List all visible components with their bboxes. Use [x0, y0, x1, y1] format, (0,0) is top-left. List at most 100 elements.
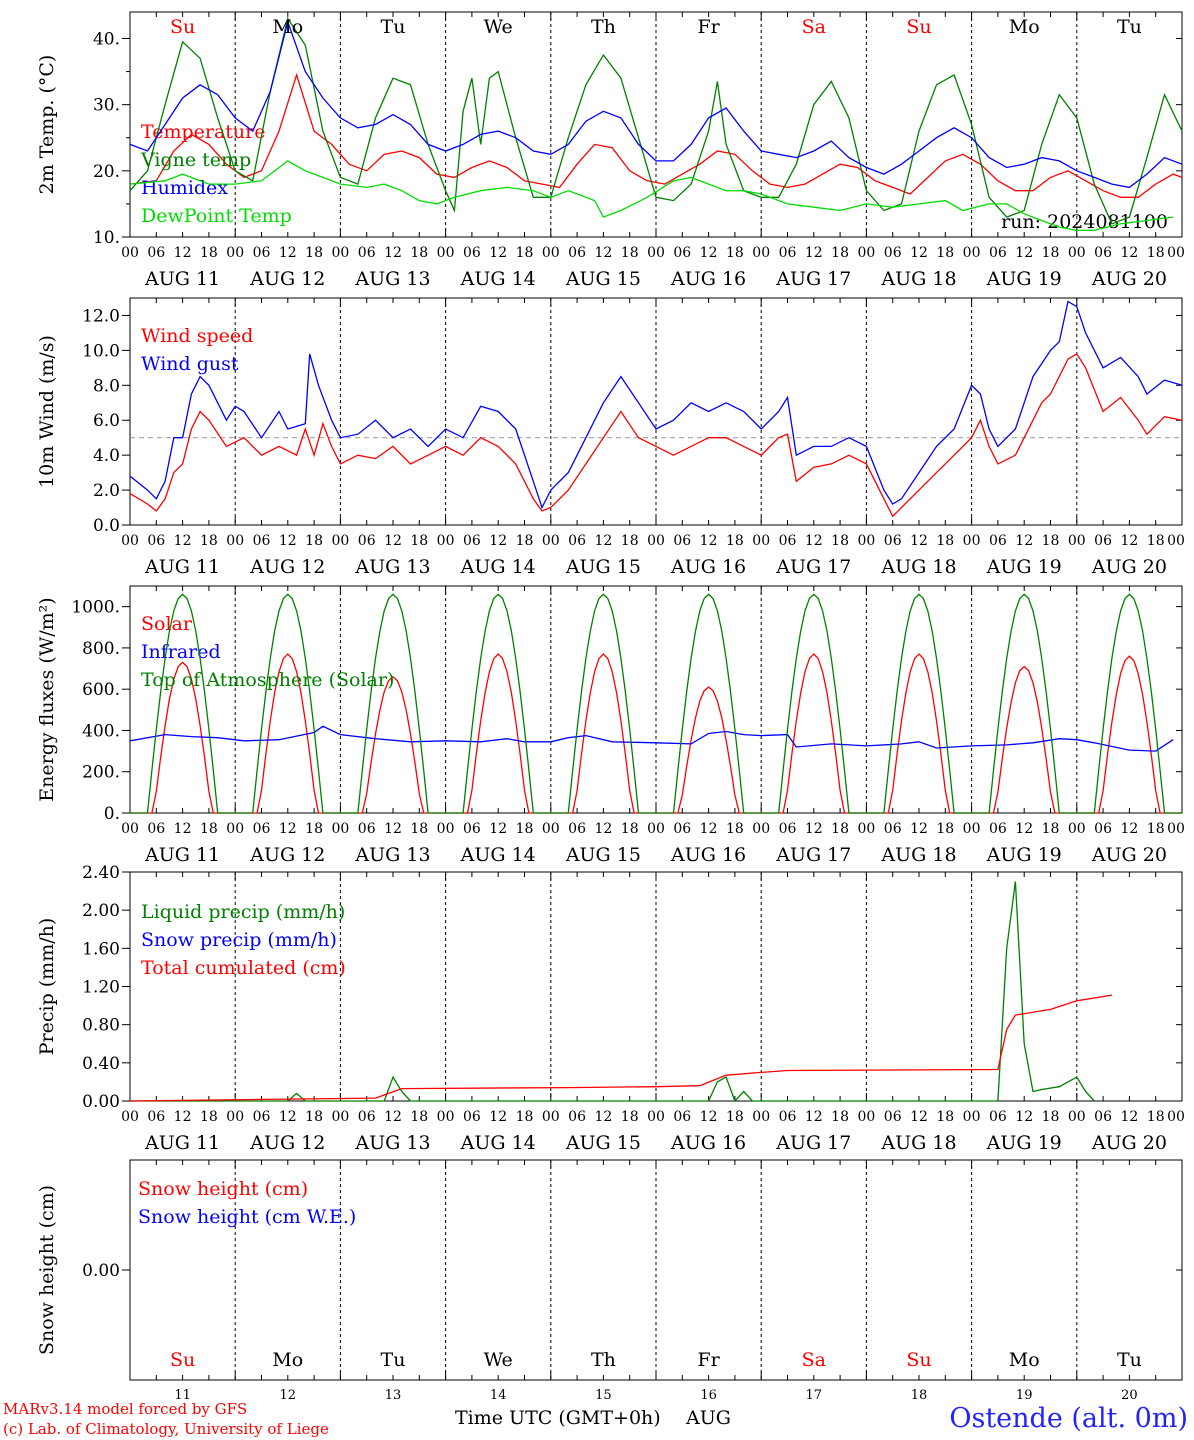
y-tick-label: 1000.	[71, 598, 120, 618]
hour-tick-label: 00	[647, 245, 665, 261]
credit-line-1: MARv3.14 model forced by GFS	[3, 1400, 247, 1418]
y-tick-label: 0.00	[82, 1261, 120, 1281]
panel-3: 0. 200. 400. 600. 800. 1000. Energy fluxes (W/…	[36, 585, 1185, 866]
date-label: AUG 19	[986, 844, 1062, 866]
hour-tick-label: 00	[1167, 533, 1185, 549]
y-tick-label: 6.0	[93, 411, 120, 431]
hour-tick-label: 00	[1068, 821, 1086, 837]
hour-tick-label: 06	[1094, 245, 1112, 261]
hour-tick-label: 12	[805, 245, 823, 261]
hour-tick-label: 12	[1015, 533, 1033, 549]
date-label: AUG 11	[144, 1132, 220, 1154]
series-line-top-of-atmosphere-solar-	[130, 593, 1182, 814]
date-label: AUG 19	[986, 1132, 1062, 1154]
hour-tick-label: 00	[857, 245, 875, 261]
date-label: AUG 14	[460, 556, 536, 578]
hour-tick-label: 00	[121, 1109, 139, 1125]
day-of-week-label: Th	[591, 1349, 616, 1371]
date-label: AUG 12	[249, 844, 325, 866]
hour-tick-label: 06	[358, 821, 376, 837]
date-label: AUG 20	[1091, 844, 1167, 866]
hour-tick-label: 18	[726, 533, 744, 549]
hour-tick-label: 12	[174, 245, 192, 261]
hour-tick-label: 18	[1147, 1109, 1165, 1125]
hour-tick-label: 18	[831, 533, 849, 549]
hour-tick-label: 06	[358, 245, 376, 261]
date-label: AUG 14	[460, 268, 536, 290]
date-label: AUG 19	[986, 268, 1062, 290]
date-label: AUG 17	[775, 1132, 851, 1154]
hour-tick-label: 12	[174, 533, 192, 549]
day-number-label: 19	[1016, 1388, 1033, 1403]
hour-tick-label: 18	[1147, 533, 1165, 549]
hour-tick-label: 18	[516, 821, 534, 837]
date-label: AUG 11	[144, 268, 220, 290]
hour-tick-label: 18	[200, 533, 218, 549]
day-number-label: 18	[911, 1388, 928, 1403]
y-tick-label: 1.20	[82, 978, 120, 998]
legend-entry: Wind speed	[141, 325, 253, 347]
hour-tick-label: 12	[910, 245, 928, 261]
y-tick-label: 400.	[82, 721, 120, 741]
hour-tick-label: 06	[147, 821, 165, 837]
plot-frame	[129, 11, 1183, 238]
hour-tick-label: 06	[358, 533, 376, 549]
hour-tick-label: 18	[200, 245, 218, 261]
station-label: Ostende (alt. 0m)	[949, 1403, 1188, 1434]
day-number-label: 13	[385, 1388, 402, 1403]
hour-tick-label: 06	[568, 245, 586, 261]
date-label: AUG 17	[775, 556, 851, 578]
day-of-week-label: We	[484, 16, 513, 38]
date-label: AUG 16	[670, 268, 746, 290]
y-tick-label: 10.0	[82, 341, 120, 361]
day-number-label: 11	[174, 1388, 191, 1403]
hour-tick-label: 06	[1094, 1109, 1112, 1125]
panel-2: 0.0 2.0 4.0 6.0 8.0 10.0 12.0 10m Wind (m/s) Win…	[36, 297, 1185, 578]
day-of-week-label: Tu	[381, 1349, 406, 1371]
y-tick-label: 10.	[93, 228, 120, 248]
day-of-week-label: Mo	[1009, 1349, 1040, 1371]
date-label: AUG 14	[460, 1132, 536, 1154]
hour-tick-label: 00	[331, 1109, 349, 1125]
hour-tick-label: 00	[121, 821, 139, 837]
hour-tick-label: 06	[779, 1109, 797, 1125]
date-label: AUG 12	[249, 556, 325, 578]
hour-tick-label: 00	[437, 245, 455, 261]
hour-tick-label: 00	[1167, 821, 1185, 837]
hour-tick-label: 00	[1068, 1109, 1086, 1125]
legend-entry: Solar	[141, 613, 193, 635]
hour-tick-label: 18	[305, 245, 323, 261]
day-of-week-label: Su	[170, 1349, 195, 1371]
hour-tick-label: 00	[542, 533, 560, 549]
y-tick-label: 0.40	[82, 1054, 120, 1074]
day-of-week-label: Tu	[381, 16, 406, 38]
day-of-week-label: Tu	[1117, 16, 1142, 38]
date-label: AUG 12	[249, 1132, 325, 1154]
hour-tick-label: 00	[963, 1109, 981, 1125]
date-label: AUG 15	[565, 556, 641, 578]
day-of-week-label: Th	[591, 16, 616, 38]
hour-tick-label: 00	[226, 533, 244, 549]
hour-tick-label: 12	[489, 821, 507, 837]
date-label: AUG 12	[249, 268, 325, 290]
legend-entry: Liquid precip (mm/h)	[141, 901, 345, 923]
hour-tick-label: 12	[1120, 1109, 1138, 1125]
hour-tick-label: 00	[121, 245, 139, 261]
hour-tick-label: 12	[279, 821, 297, 837]
y-tick-label: 0.80	[82, 1016, 120, 1036]
date-label: AUG 18	[880, 556, 956, 578]
day-of-week-label: Fr	[697, 1349, 720, 1371]
hour-tick-label: 12	[700, 821, 718, 837]
hour-tick-label: 12	[700, 1109, 718, 1125]
panel-1: 10. 20. 30. 40. 2m Temp. (°C) Temperature Vign…	[36, 11, 1185, 290]
hour-tick-label: 00	[542, 1109, 560, 1125]
hour-tick-label: 00	[437, 821, 455, 837]
hour-tick-label: 06	[884, 533, 902, 549]
hour-tick-label: 18	[1042, 821, 1060, 837]
hour-tick-label: 12	[489, 245, 507, 261]
hour-tick-label: 12	[1120, 533, 1138, 549]
hour-tick-label: 06	[1094, 533, 1112, 549]
date-label: AUG 18	[880, 268, 956, 290]
series-line-humidex	[129, 19, 1183, 189]
hour-tick-label: 12	[489, 533, 507, 549]
